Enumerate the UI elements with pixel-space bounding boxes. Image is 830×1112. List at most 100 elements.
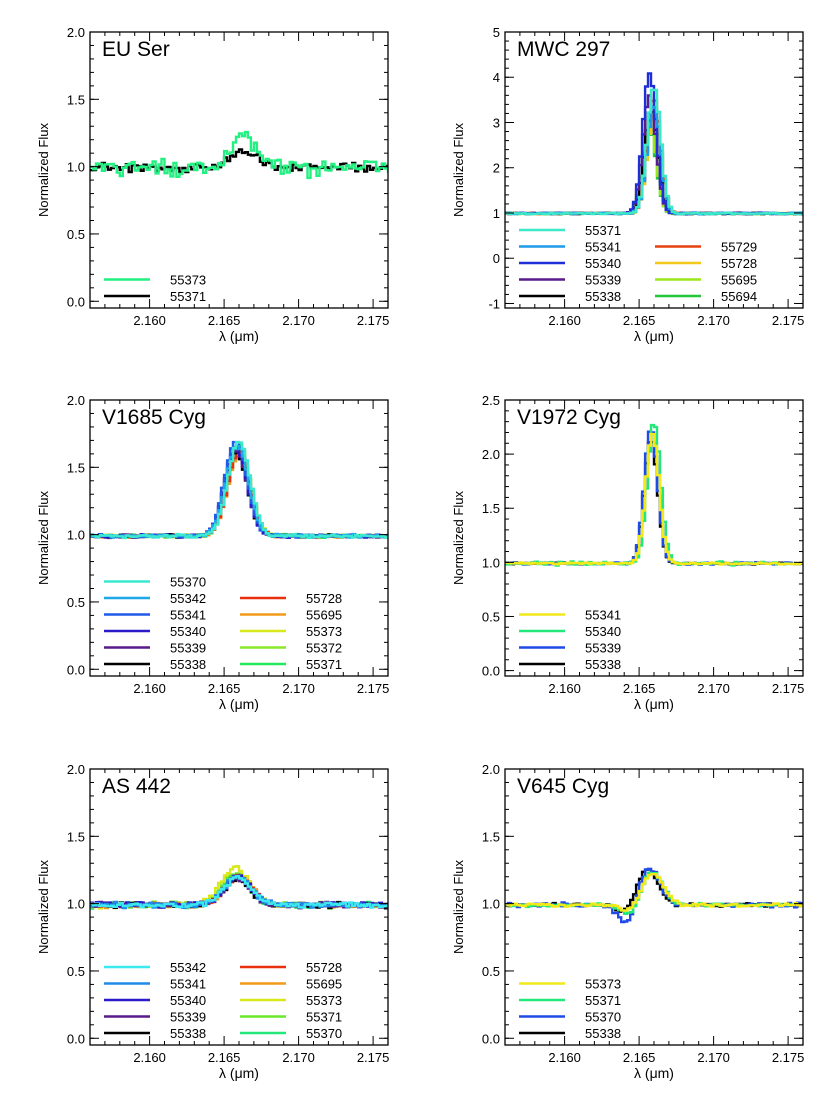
x-axis-label: λ (μm) xyxy=(634,696,674,712)
panel-title: AS 442 xyxy=(102,775,171,798)
x-axis-label: λ (μm) xyxy=(634,328,674,344)
legend-label: 55340 xyxy=(585,624,621,639)
legend-label: 55695 xyxy=(306,608,342,623)
series-line-55371 xyxy=(505,88,803,216)
legend-label: 55373 xyxy=(306,624,342,639)
panel-title: V1972 Cyg xyxy=(517,406,621,429)
x-tick-label: 2.160 xyxy=(133,313,166,328)
y-tick-label: 2.0 xyxy=(482,447,500,462)
y-tick-label: 1.5 xyxy=(67,92,85,107)
legend-label: 55338 xyxy=(585,1026,621,1041)
legend-label: 55340 xyxy=(170,993,206,1008)
legend-label: 55338 xyxy=(585,657,621,672)
legend-label: 55338 xyxy=(585,289,621,304)
legend-label: 55341 xyxy=(585,608,621,623)
y-tick-label: 1.0 xyxy=(67,528,85,543)
legend-label: 55694 xyxy=(721,289,757,304)
y-tick-label: 0.0 xyxy=(67,1031,85,1046)
legend-label: 55728 xyxy=(306,591,342,606)
y-tick-label: 1.5 xyxy=(67,829,85,844)
x-tick-label: 2.165 xyxy=(623,1050,656,1065)
y-tick-label: 2.0 xyxy=(67,393,85,408)
x-tick-label: 2.170 xyxy=(697,1050,730,1065)
y-axis-label: Normalized Flux xyxy=(36,123,51,217)
y-tick-label: 0.5 xyxy=(67,964,85,979)
x-tick-label: 2.160 xyxy=(133,1050,166,1065)
y-tick-label: 1.5 xyxy=(67,460,85,475)
panel-title: V645 Cyg xyxy=(517,775,609,798)
x-tick-label: 2.170 xyxy=(697,313,730,328)
y-tick-label: 1.5 xyxy=(482,501,500,516)
plot-area xyxy=(505,423,803,567)
y-axis-label: Normalized Flux xyxy=(451,491,466,585)
legend-label: 55372 xyxy=(306,641,342,656)
y-tick-label: 0.5 xyxy=(67,227,85,242)
series-line-55371 xyxy=(90,148,388,174)
legend-label: 55371 xyxy=(585,993,621,1008)
y-tick-label: 1.0 xyxy=(67,897,85,912)
legend-label: 55338 xyxy=(170,1026,206,1041)
legend-label: 55695 xyxy=(721,273,757,288)
plot-area xyxy=(505,72,803,216)
plot-area xyxy=(505,867,803,924)
y-tick-label: 2.0 xyxy=(482,762,500,777)
legend-label: 55342 xyxy=(170,591,206,606)
x-tick-label: 2.170 xyxy=(697,681,730,696)
panel-title: V1685 Cyg xyxy=(102,406,206,429)
x-tick-label: 2.165 xyxy=(208,1050,241,1065)
legend-label: 55370 xyxy=(585,1010,621,1025)
panel-mwc-297: 2.160 2.165 2.170 2.175 -1 0 1 2 3 4 5 MWC 297 λ (μm… xyxy=(451,25,805,344)
series-line-55340 xyxy=(90,446,388,539)
x-tick-label: 2.165 xyxy=(208,681,241,696)
y-axis-label: Normalized Flux xyxy=(36,491,51,585)
x-tick-label: 2.160 xyxy=(548,313,581,328)
y-tick-label: 1 xyxy=(493,206,500,221)
y-tick-label: 4 xyxy=(493,70,500,85)
x-tick-label: 2.170 xyxy=(282,681,315,696)
x-tick-label: 2.165 xyxy=(623,313,656,328)
legend-label: 55373 xyxy=(585,977,621,992)
legend-label: 55338 xyxy=(170,657,206,672)
legend-label: 55342 xyxy=(170,960,206,975)
series-line-55341 xyxy=(505,432,803,566)
legend-label: 55728 xyxy=(306,960,342,975)
legend-label: 55373 xyxy=(170,273,206,288)
panel-v1972-cyg: 2.160 2.165 2.170 2.175 0.0 0.5 1.0 1.5 2.0 2.5 V1… xyxy=(451,393,805,712)
x-axis-label: λ (μm) xyxy=(219,1065,259,1081)
x-tick-label: 2.165 xyxy=(623,681,656,696)
x-tick-label: 2.175 xyxy=(357,1050,390,1065)
legend-label: 55339 xyxy=(170,1010,206,1025)
legend-label: 55695 xyxy=(306,977,342,992)
x-axis-label: λ (μm) xyxy=(219,696,259,712)
legend-label: 55339 xyxy=(585,273,621,288)
x-tick-label: 2.175 xyxy=(772,313,805,328)
panel-v645-cyg: 2.160 2.165 2.170 2.175 0.0 0.5 1.0 1.5 2.0 V645 … xyxy=(451,762,805,1081)
x-tick-label: 2.175 xyxy=(772,681,805,696)
x-tick-label: 2.175 xyxy=(772,1050,805,1065)
y-tick-label: -1 xyxy=(488,296,500,311)
y-tick-label: 0.0 xyxy=(67,662,85,677)
panel-title: MWC 297 xyxy=(517,38,610,61)
axes-frame xyxy=(504,31,804,309)
y-tick-label: 0.0 xyxy=(482,664,500,679)
legend-label: 55373 xyxy=(306,993,342,1008)
y-tick-label: 1.5 xyxy=(482,829,500,844)
panel-eu-ser: 2.160 2.165 2.170 2.175 0.0 0.5 1.0 1.5 2.0 EU Se… xyxy=(36,25,389,344)
plot-area xyxy=(90,865,388,910)
legend-label: 55370 xyxy=(170,575,206,590)
x-tick-label: 2.170 xyxy=(282,1050,315,1065)
legend-label: 55341 xyxy=(170,977,206,992)
y-tick-label: 1.0 xyxy=(67,160,85,175)
legend-label: 55371 xyxy=(306,1010,342,1025)
legend-label: 55341 xyxy=(585,240,621,255)
panel-as-442: 2.160 2.165 2.170 2.175 0.0 0.5 1.0 1.5 2.0 AS 44… xyxy=(36,762,390,1081)
plot-area xyxy=(90,440,388,540)
y-tick-label: 5 xyxy=(493,25,500,40)
y-axis-label: Normalized Flux xyxy=(36,860,51,954)
y-tick-label: 2.5 xyxy=(482,393,500,408)
